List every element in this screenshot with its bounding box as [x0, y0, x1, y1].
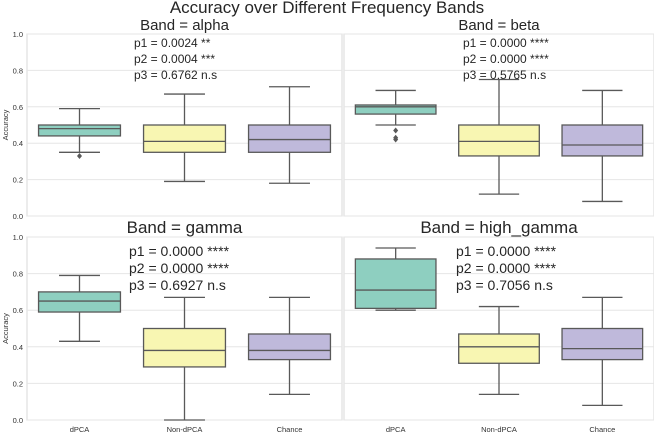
box-iqr — [458, 333, 540, 364]
y-tick-label: 1.0 — [13, 30, 23, 39]
p-value-annotation: p1 = 0.0000 **** — [456, 243, 557, 259]
y-tick-label: 0.4 — [13, 343, 23, 352]
y-tick-label: 1.0 — [13, 233, 23, 242]
panel-title: Band = alpha — [140, 17, 229, 34]
figure-title: Accuracy over Different Frequency Bands — [169, 0, 485, 17]
x-tick-label: Non-dPCA — [481, 425, 517, 434]
p-value-annotation: p3 = 0.5765 n.s — [463, 68, 546, 82]
y-tick-label: 0.8 — [13, 270, 23, 279]
p-value-annotation: p2 = 0.0000 **** — [456, 260, 557, 276]
box-iqr — [247, 333, 332, 361]
y-axis-label: Accuracy — [1, 109, 10, 140]
outlier-point — [393, 136, 399, 143]
y-tick-label: 0.2 — [13, 176, 23, 185]
box-iqr — [37, 291, 122, 313]
box-iqr — [142, 124, 227, 153]
y-tick-label: 0.0 — [13, 416, 23, 425]
p-value-annotation: p1 = 0.0024 ** — [134, 36, 211, 50]
y-tick-label: 0.0 — [13, 212, 23, 221]
box-iqr — [458, 124, 540, 157]
panel-title: Band = gamma — [127, 218, 243, 237]
p-value-annotation: p3 = 0.7056 n.s — [456, 277, 553, 293]
p-value-annotation: p1 = 0.0000 **** — [129, 243, 230, 259]
x-tick-label: Non-dPCA — [167, 425, 203, 434]
x-tick-label: Chance — [589, 425, 615, 434]
box-iqr — [561, 327, 644, 361]
y-tick-label: 0.8 — [13, 66, 23, 75]
y-tick-label: 0.6 — [13, 103, 23, 112]
p-value-annotation: p2 = 0.0004 *** — [134, 52, 215, 66]
x-tick-label: dPCA — [70, 425, 90, 434]
box-iqr — [142, 327, 227, 368]
box-iqr — [561, 124, 644, 157]
box-iqr — [354, 104, 437, 115]
x-tick-label: dPCA — [386, 425, 406, 434]
p-value-annotation: p3 = 0.6762 n.s — [134, 68, 217, 82]
outlier-point — [393, 127, 399, 134]
y-tick-label: 0.2 — [13, 379, 23, 388]
outlier-point — [77, 152, 82, 159]
p-value-annotation: p2 = 0.0000 **** — [463, 52, 549, 66]
box-iqr — [37, 124, 122, 137]
y-tick-label: 0.6 — [13, 306, 23, 315]
y-axis-label: Accuracy — [1, 313, 10, 344]
y-tick-label: 0.4 — [13, 139, 23, 148]
p-value-annotation: p3 = 0.6927 n.s — [129, 277, 226, 293]
panel-title: Band = high_gamma — [420, 218, 578, 237]
x-tick-label: Chance — [277, 425, 303, 434]
box-iqr — [247, 124, 332, 153]
p-value-annotation: p2 = 0.0000 **** — [129, 260, 230, 276]
box-iqr — [354, 258, 437, 310]
panel-title: Band = beta — [458, 17, 540, 34]
p-value-annotation: p1 = 0.0000 **** — [463, 36, 549, 50]
